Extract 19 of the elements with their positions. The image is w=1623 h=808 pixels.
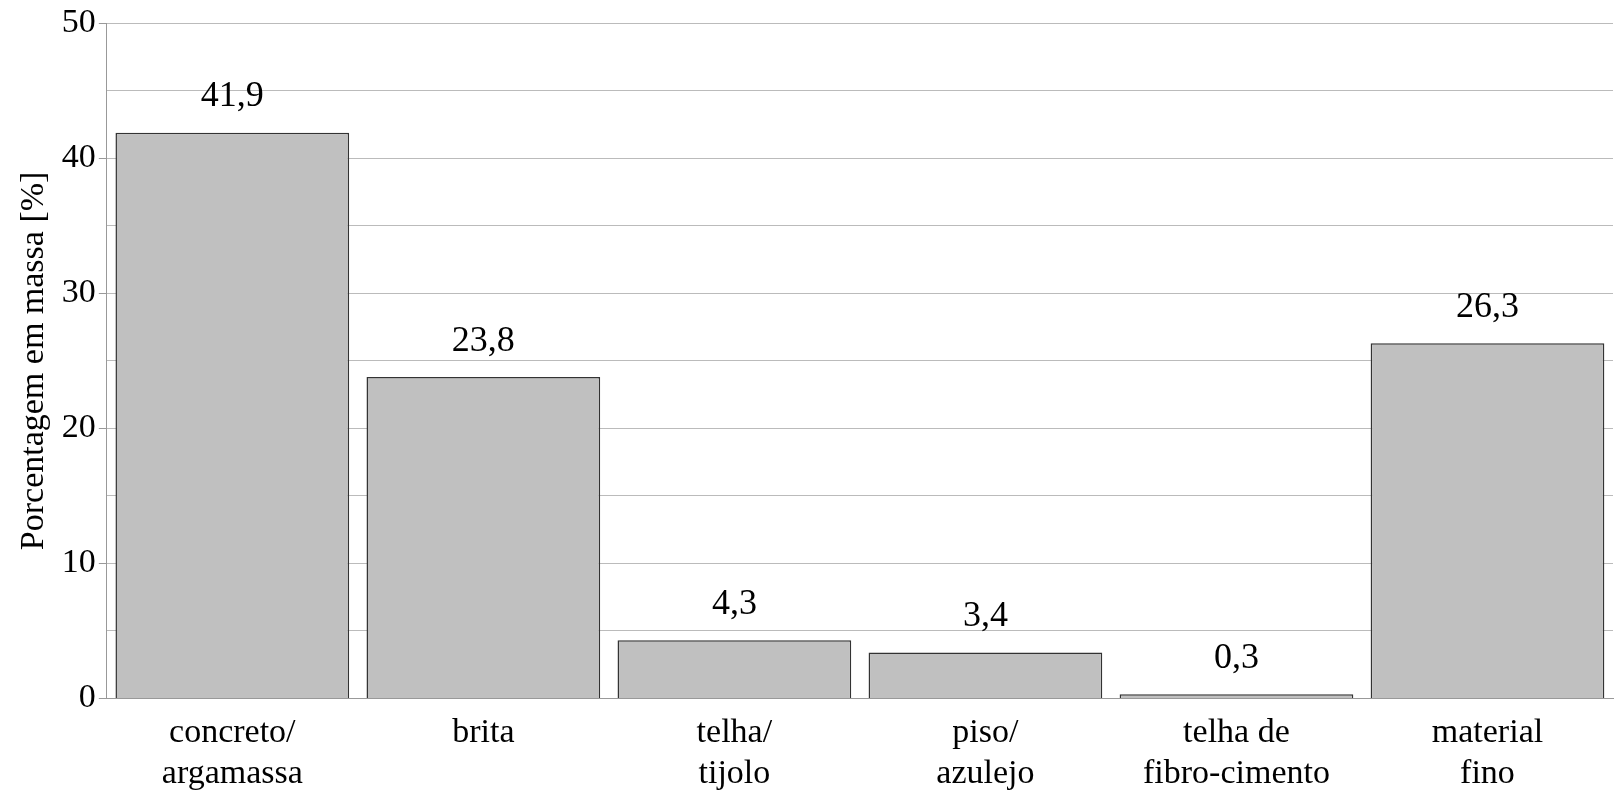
y-tick-label: 40 — [61, 137, 96, 175]
y-tick-label: 50 — [61, 2, 96, 40]
data-label: 26,3 — [1455, 284, 1519, 325]
data-label: 4,3 — [711, 581, 757, 622]
x-tick-label: telha/ tijolo — [696, 711, 773, 790]
y-tick-label: 20 — [61, 407, 96, 445]
y-tick-label: 10 — [61, 542, 96, 580]
x-tick-label: piso/ azulejo — [936, 711, 1035, 790]
x-tick-label: concreto/ argamassa — [161, 711, 303, 790]
x-tick-label: telha de fibro-cimento — [1142, 711, 1330, 790]
y-axis-title: Porcentagem em massa [%] — [13, 171, 51, 551]
data-label: 3,4 — [962, 593, 1008, 634]
data-label: 23,8 — [451, 318, 515, 359]
x-tick-label: material fino — [1431, 711, 1544, 790]
data-label: 0,3 — [1213, 635, 1259, 676]
data-label: 41,9 — [200, 74, 264, 115]
x-tick-label: brita — [452, 711, 515, 749]
y-tick-label: 30 — [61, 272, 96, 310]
y-tick-label: 0 — [78, 677, 96, 715]
